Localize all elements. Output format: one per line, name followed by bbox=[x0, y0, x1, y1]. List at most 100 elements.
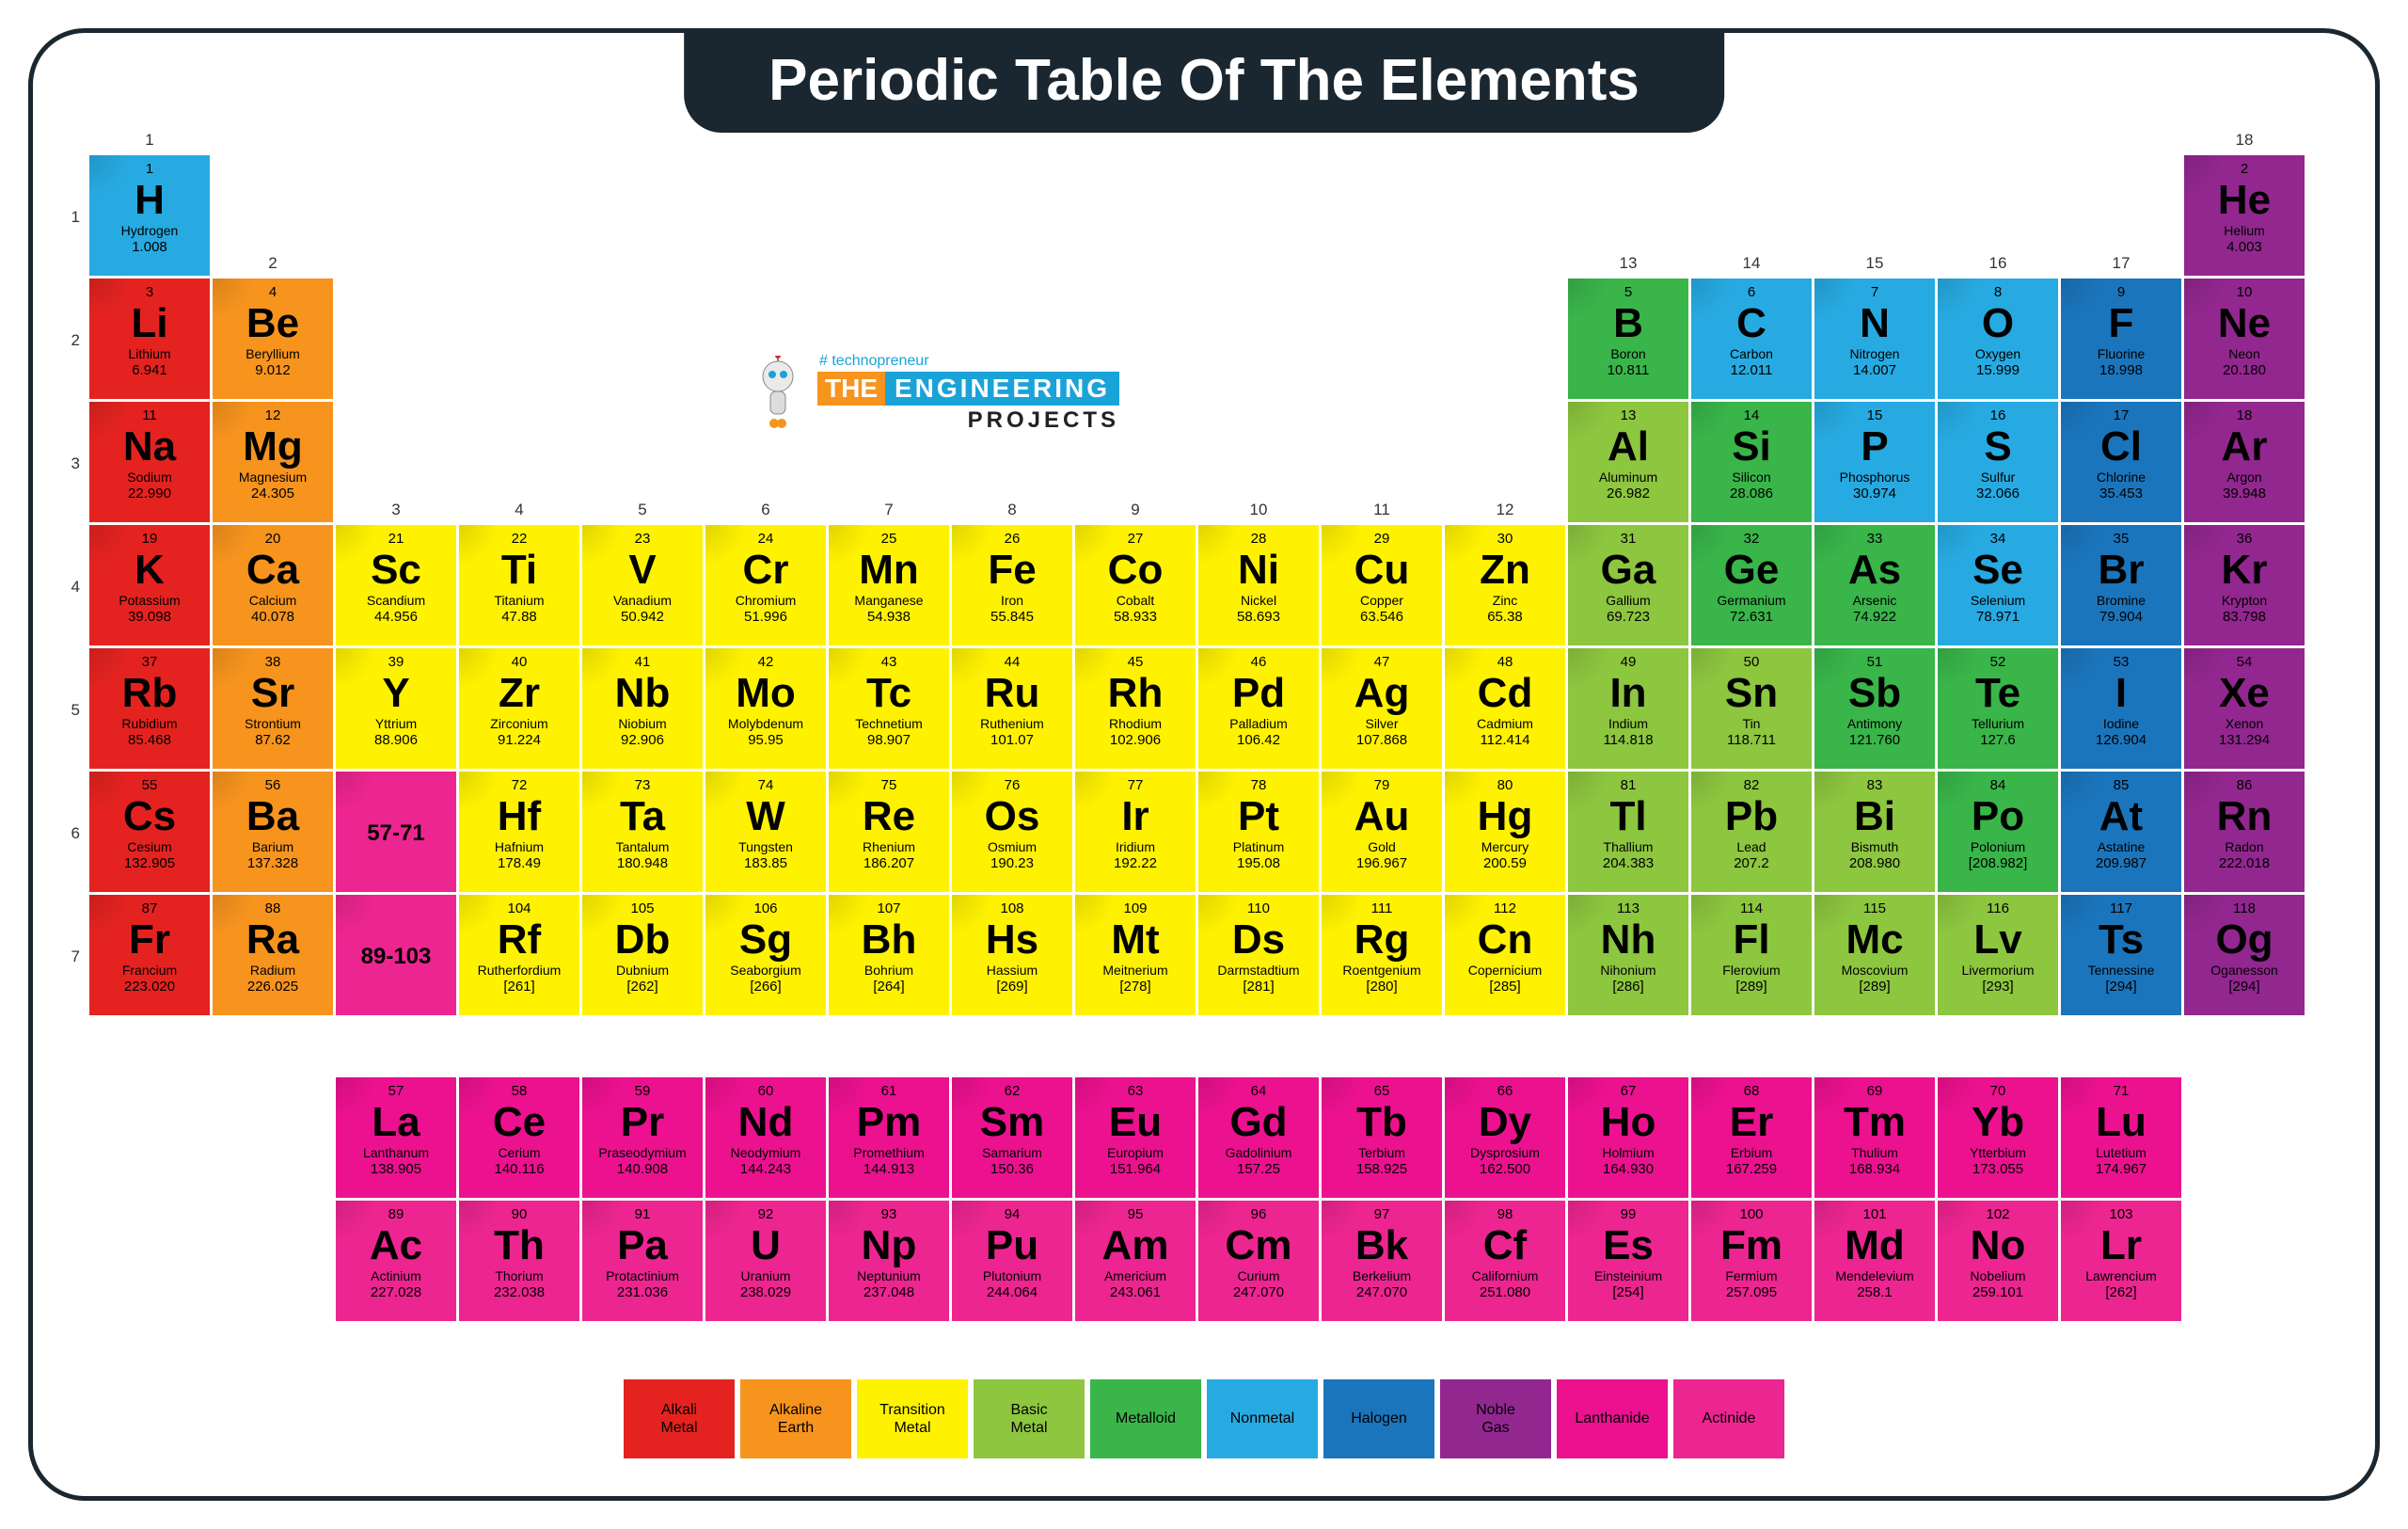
atomic-mass: 232.038 bbox=[494, 1284, 545, 1300]
element-cell-Ag: 47AgSilver107.868 bbox=[1322, 648, 1442, 769]
element-symbol: Sb bbox=[1848, 673, 1901, 714]
legend-label-line: Noble bbox=[1476, 1401, 1515, 1419]
element-cell-Se: 34SeSelenium78.971 bbox=[1938, 525, 2058, 645]
atomic-number: 57 bbox=[336, 1083, 456, 1099]
element-symbol: Yb bbox=[1972, 1102, 2024, 1143]
element-name: Tungsten bbox=[738, 839, 793, 854]
atomic-number: 21 bbox=[336, 531, 456, 547]
atomic-mass: 106.42 bbox=[1237, 732, 1280, 748]
group-label-14: 14 bbox=[1691, 254, 1812, 273]
atomic-mass: [254] bbox=[1612, 1284, 1643, 1300]
period-label-6: 6 bbox=[57, 824, 80, 843]
atomic-number: 112 bbox=[1445, 900, 1565, 916]
element-cell-Cn: 112CnCopernicium[285] bbox=[1445, 895, 1565, 1015]
atomic-mass: 83.798 bbox=[2223, 609, 2266, 625]
atomic-number: 29 bbox=[1322, 531, 1442, 547]
atomic-mass: 28.086 bbox=[1730, 486, 1773, 502]
element-symbol: Gd bbox=[1229, 1102, 1287, 1143]
atomic-number: 91 bbox=[582, 1206, 703, 1222]
element-cell-Dy: 66DyDysprosium162.500 bbox=[1445, 1077, 1565, 1198]
element-name: Zirconium bbox=[490, 716, 547, 731]
period-label-2: 2 bbox=[57, 331, 80, 350]
element-symbol: Np bbox=[862, 1225, 917, 1266]
atomic-mass: 22.990 bbox=[128, 486, 171, 502]
legend-noble: NobleGas bbox=[1440, 1379, 1551, 1458]
element-cell-La: 57LaLanthanum138.905 bbox=[336, 1077, 456, 1198]
element-symbol: 57-71 bbox=[367, 822, 424, 845]
atomic-number: 37 bbox=[89, 654, 210, 670]
atomic-mass: 88.906 bbox=[374, 732, 418, 748]
element-symbol: Hg bbox=[1478, 796, 1533, 837]
element-name: Iridium bbox=[1116, 839, 1155, 854]
atomic-mass: 4.003 bbox=[2226, 239, 2262, 255]
element-cell-As: 33AsArsenic74.922 bbox=[1814, 525, 1935, 645]
logo-engineering: ENGINEERING bbox=[885, 372, 1119, 406]
atomic-mass: [264] bbox=[873, 979, 904, 995]
atomic-mass: 231.036 bbox=[617, 1284, 668, 1300]
element-name: Flerovium bbox=[1722, 963, 1780, 978]
element-cell-Ni: 28NiNickel58.693 bbox=[1198, 525, 1319, 645]
group-label-9: 9 bbox=[1075, 501, 1196, 519]
element-symbol: Er bbox=[1730, 1102, 1773, 1143]
element-name: Europium bbox=[1107, 1145, 1164, 1160]
legend-metalloid: Metalloid bbox=[1090, 1379, 1201, 1458]
element-name: Germanium bbox=[1717, 593, 1785, 608]
element-name: Rhodium bbox=[1109, 716, 1162, 731]
atomic-mass: 114.818 bbox=[1603, 732, 1653, 748]
element-name: Cadmium bbox=[1477, 716, 1533, 731]
atomic-number: 113 bbox=[1568, 900, 1688, 916]
element-symbol: Th bbox=[494, 1225, 545, 1266]
element-cell-Sg: 106SgSeaborgium[266] bbox=[705, 895, 826, 1015]
element-name: Rutherfordium bbox=[478, 963, 562, 978]
element-cell-Y: 39YYttrium88.906 bbox=[336, 648, 456, 769]
element-cell-Db: 105DbDubnium[262] bbox=[582, 895, 703, 1015]
atomic-number: 101 bbox=[1814, 1206, 1935, 1222]
element-name: Barium bbox=[252, 839, 293, 854]
atomic-number: 45 bbox=[1075, 654, 1196, 670]
atomic-mass: 78.971 bbox=[1976, 609, 2020, 625]
element-name: Lawrencium bbox=[2085, 1268, 2156, 1283]
group-label-2: 2 bbox=[213, 254, 333, 273]
element-name: Californium bbox=[1472, 1268, 1539, 1283]
element-name: Magnesium bbox=[239, 470, 307, 485]
atomic-number: 111 bbox=[1322, 900, 1442, 916]
atomic-mass: 44.956 bbox=[374, 609, 418, 625]
element-name: Neodymium bbox=[731, 1145, 801, 1160]
element-cell-Rh: 45RhRhodium102.906 bbox=[1075, 648, 1196, 769]
atomic-number: 63 bbox=[1075, 1083, 1196, 1099]
element-symbol: Og bbox=[2215, 919, 2273, 961]
element-name: Osmium bbox=[988, 839, 1037, 854]
logo-the: THE bbox=[817, 372, 885, 406]
element-name: Protactinium bbox=[606, 1268, 679, 1283]
element-symbol: Pb bbox=[1725, 796, 1778, 837]
element-cell-Fr: 87FrFrancium223.020 bbox=[89, 895, 210, 1015]
atomic-mass: 192.22 bbox=[1114, 855, 1157, 871]
atomic-number: 1 bbox=[89, 161, 210, 177]
atomic-number: 2 bbox=[2184, 161, 2305, 177]
element-cell-Lr: 103LrLawrencium[262] bbox=[2061, 1201, 2181, 1321]
atomic-number: 87 bbox=[89, 900, 210, 916]
atomic-number: 54 bbox=[2184, 654, 2305, 670]
element-name: Livermorium bbox=[1961, 963, 2034, 978]
atomic-mass: 79.904 bbox=[2099, 609, 2143, 625]
atomic-number: 5 bbox=[1568, 284, 1688, 300]
element-cell-Nb: 41NbNiobium92.906 bbox=[582, 648, 703, 769]
element-name: Tin bbox=[1743, 716, 1761, 731]
atomic-number: 12 bbox=[213, 407, 333, 423]
element-name: Cesium bbox=[127, 839, 171, 854]
element-name: Oxygen bbox=[1975, 346, 2020, 361]
atomic-number: 88 bbox=[213, 900, 333, 916]
element-symbol: Ne bbox=[2218, 303, 2271, 344]
element-name: Molybdenum bbox=[728, 716, 803, 731]
element-symbol: Cr bbox=[743, 549, 789, 591]
element-cell-S: 16SSulfur32.066 bbox=[1938, 402, 2058, 522]
element-symbol: Lu bbox=[2096, 1102, 2147, 1143]
element-symbol: Te bbox=[1975, 673, 2020, 714]
atomic-number: 117 bbox=[2061, 900, 2181, 916]
logo-tagline: # technopreneur bbox=[819, 353, 1119, 370]
atomic-mass: 150.36 bbox=[990, 1161, 1034, 1177]
element-name: Cobalt bbox=[1117, 593, 1154, 608]
element-name: Americium bbox=[1104, 1268, 1166, 1283]
element-cell-Te: 52TeTellurium127.6 bbox=[1938, 648, 2058, 769]
atomic-mass: 30.974 bbox=[1853, 486, 1896, 502]
